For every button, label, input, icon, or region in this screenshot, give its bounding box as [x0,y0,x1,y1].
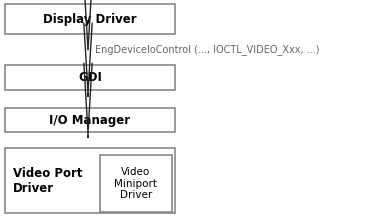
Text: I/O Manager: I/O Manager [49,114,131,126]
Text: EngDeviceIoControl (..., IOCTL_VIDEO_Xxx, ...): EngDeviceIoControl (..., IOCTL_VIDEO_Xxx… [95,44,319,55]
Text: GDI: GDI [78,71,102,84]
Bar [5,148,175,213]
Bar [5,4,175,34]
Text: Display Driver: Display Driver [43,12,137,26]
Bar [100,155,172,212]
Bar [5,108,175,132]
Text: Video
Miniport
Driver: Video Miniport Driver [114,167,158,200]
Text: Video Port
Driver: Video Port Driver [13,167,82,194]
Bar [5,65,175,90]
